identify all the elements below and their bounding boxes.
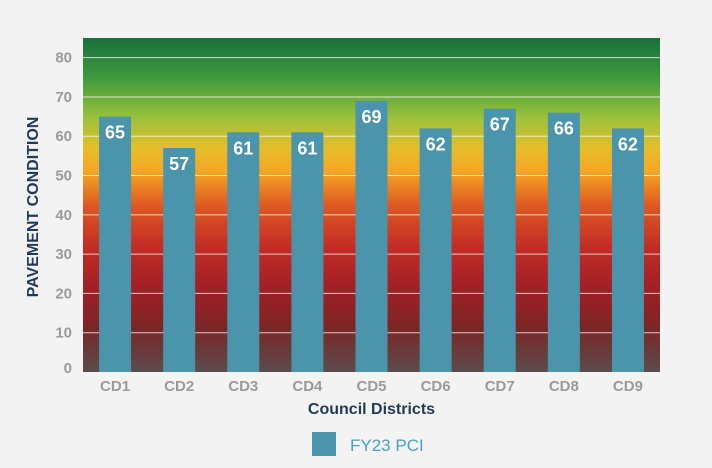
- x-tick-label: CD5: [356, 378, 386, 395]
- x-axis-title: Council Districts: [308, 401, 435, 418]
- x-tick-label: CD3: [228, 378, 258, 395]
- y-tick-label: 70: [55, 89, 72, 106]
- bars: 65 57 61 61 69 62 67 66 62: [99, 100, 644, 373]
- x-tick-labels: CD1 CD2 CD3 CD4 CD5 CD6 CD7 CD8 CD9: [100, 378, 643, 395]
- bar-value-label: 61: [297, 138, 317, 158]
- bar-cd8: [547, 112, 580, 373]
- y-tick-label: 50: [55, 168, 72, 185]
- bar-value-label: 62: [618, 134, 638, 154]
- bar-cd3: [227, 132, 260, 372]
- bar-cd7: [483, 108, 516, 373]
- x-tick-label: CD1: [100, 378, 130, 395]
- bar-cd5: [355, 100, 388, 372]
- x-tick-label: CD8: [549, 378, 579, 395]
- bar-cd2: [163, 148, 196, 372]
- bar-value-label: 67: [490, 115, 510, 135]
- x-tick-label: CD4: [292, 378, 323, 395]
- bar-value-label: 66: [554, 119, 574, 139]
- bar-cd6: [419, 128, 452, 372]
- bar-value-label: 61: [233, 138, 253, 158]
- y-tick-label: 40: [55, 207, 72, 224]
- y-tick-label: 30: [55, 246, 72, 263]
- bar-cd1: [99, 116, 132, 373]
- bar-value-label: 57: [169, 154, 189, 174]
- x-tick-label: CD9: [613, 378, 643, 395]
- x-tick-label: CD6: [421, 378, 451, 395]
- legend-label: FY23 PCI: [350, 436, 424, 455]
- bar-cd9: [611, 128, 644, 372]
- y-tick-label: 80: [55, 50, 72, 67]
- legend-swatch: [312, 432, 336, 456]
- bar-value-label: 65: [105, 123, 125, 143]
- y-tick-label: 10: [55, 325, 72, 342]
- legend: FY23 PCI: [312, 432, 424, 456]
- bar-value-label: 62: [426, 134, 446, 154]
- x-tick-label: CD7: [485, 378, 515, 395]
- y-tick-labels: 0 10 20 30 40 50 60 70 80: [55, 50, 72, 377]
- bar-cd4: [291, 132, 324, 372]
- y-tick-label: 0: [64, 360, 72, 377]
- bar-value-label: 69: [361, 107, 381, 127]
- y-axis-title: PAVEMENT CONDITION: [25, 117, 42, 298]
- y-tick-label: 60: [55, 128, 72, 145]
- x-tick-label: CD2: [164, 378, 194, 395]
- y-tick-label: 20: [55, 285, 72, 302]
